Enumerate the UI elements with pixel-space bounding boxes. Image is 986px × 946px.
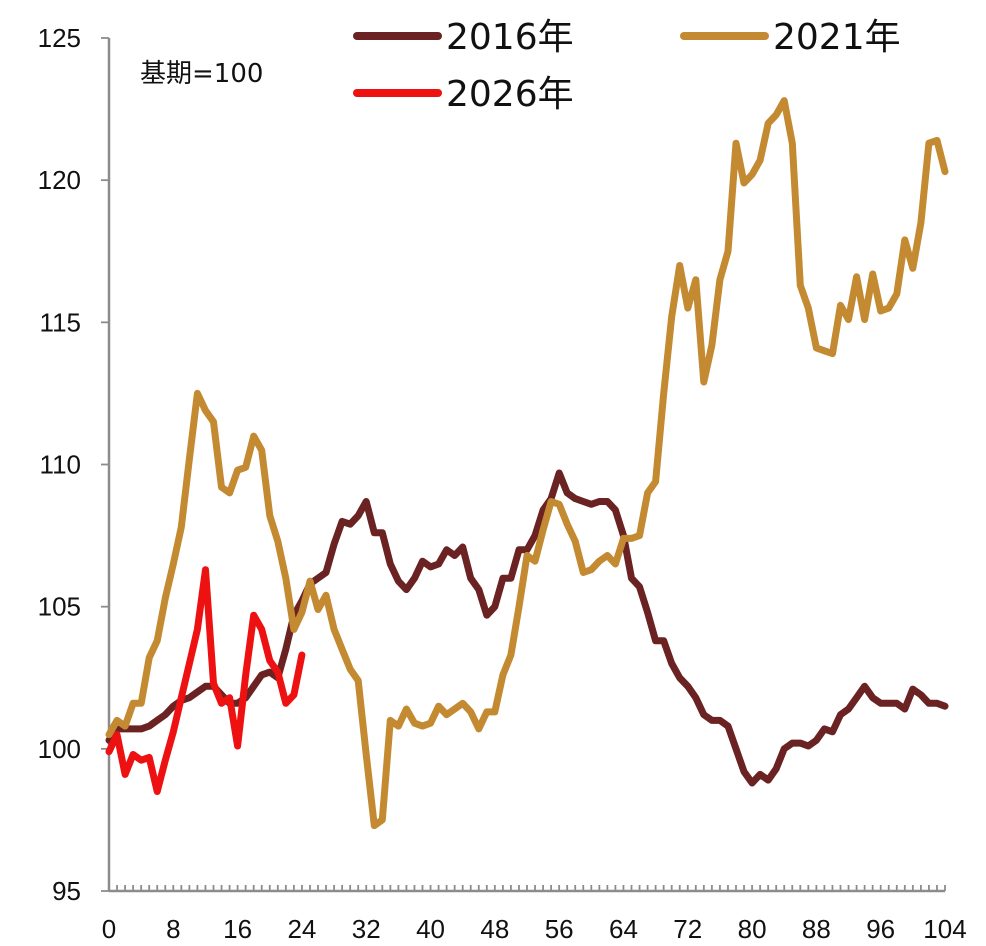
x-tick-label: 48: [480, 914, 509, 944]
x-tick-label: 80: [738, 914, 767, 944]
base-period-note: 基期=100: [140, 59, 263, 89]
y-tick-label: 105: [38, 592, 81, 622]
x-tick-label: 104: [923, 914, 966, 944]
chart-axes: [107, 38, 945, 893]
y-tick-label: 100: [38, 734, 81, 764]
y-tick-label: 110: [40, 450, 81, 480]
y-axis-ticks: 95 100 105 110 115 120 125: [38, 23, 109, 906]
x-tick-label: 16: [223, 914, 252, 944]
y-tick-label: 95: [52, 876, 81, 906]
x-tick-label: 64: [609, 914, 638, 944]
legend-label-2: 2021年: [773, 17, 901, 58]
x-tick-label: 72: [673, 914, 702, 944]
y-tick-label: 115: [40, 307, 81, 337]
legend-label-3: 2026年: [446, 74, 574, 115]
legend-label-1: 2016年: [446, 17, 574, 58]
x-tick-label: 40: [416, 914, 445, 944]
chart-legend: 2016年 2021年 2026年: [353, 17, 901, 115]
series-line-2: [105, 97, 949, 830]
x-tick-label: 56: [545, 914, 574, 944]
x-tick-label: 0: [102, 914, 116, 944]
x-tick-label: 32: [352, 914, 381, 944]
series-line-1: [105, 469, 949, 787]
series-lines: [105, 97, 949, 830]
x-tick-label: 88: [802, 914, 831, 944]
series-line-3: [105, 566, 306, 795]
x-tick-label: 24: [287, 914, 316, 944]
x-tick-label: 96: [866, 914, 895, 944]
x-axis-ticks: 0 8 16 24 32 40 48 56 64 72 80 88 96 104: [102, 885, 967, 944]
x-tick-label: 8: [166, 914, 180, 944]
y-tick-label: 125: [38, 23, 81, 53]
y-tick-label: 120: [38, 165, 81, 195]
